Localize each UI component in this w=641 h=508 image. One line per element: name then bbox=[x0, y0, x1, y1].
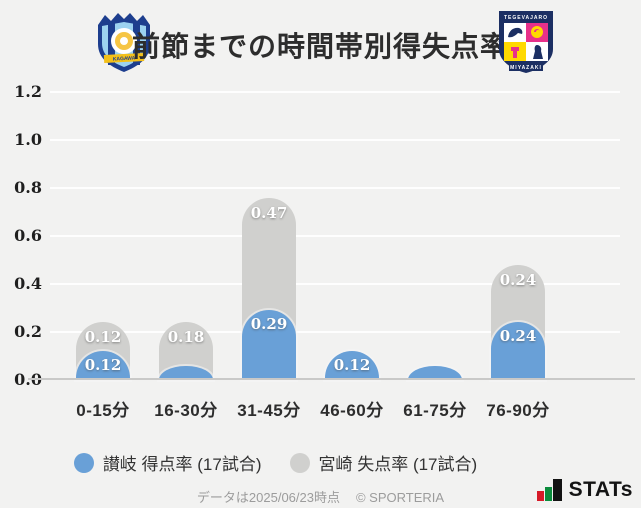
y-tick-1.2: 1.2 bbox=[14, 82, 42, 101]
x-label-1: 16-30分 bbox=[154, 401, 218, 420]
bar-sanuki-4 bbox=[408, 365, 462, 380]
x-label-2: 31-45分 bbox=[237, 401, 301, 420]
bar-label-miyazaki-0: 0.12 bbox=[84, 328, 122, 347]
gridline-1.0 bbox=[50, 139, 620, 141]
y-tick-0.6: 0.6 bbox=[14, 226, 42, 245]
plot-area: 0.12 0.12 0.18 0.47 0.29 0.12 0.24 0.24 bbox=[50, 91, 620, 380]
svg-text:MIYAZAKI: MIYAZAKI bbox=[510, 65, 542, 71]
bar-sanuki-1 bbox=[159, 365, 213, 380]
stats-bar-black-icon bbox=[552, 479, 562, 501]
svg-text:KAGAWA: KAGAWA bbox=[113, 55, 136, 62]
legend-item-sanuki: 讃岐 得点率 (17試合) bbox=[73, 450, 262, 475]
chart: 0.12 0.12 0.18 0.47 0.29 0.12 0.24 0.24 0.0 0.2 0… bbox=[0, 82, 641, 422]
x-label-5: 76-90分 bbox=[486, 401, 550, 420]
y-tick-0.8: 0.8 bbox=[14, 178, 42, 197]
x-label-4: 61-75分 bbox=[403, 401, 467, 420]
bar-sanuki-5 bbox=[491, 322, 545, 380]
gridline-0.8 bbox=[50, 187, 620, 189]
bar-label-sanuki-0: 0.12 bbox=[84, 356, 122, 375]
tegevajaro-miyazaki-crest: TEGEVAJARO MIYAZAKI bbox=[494, 7, 558, 80]
y-tick-0.0: 0.0 bbox=[0, 369, 42, 391]
tegevajaro-miyazaki-crest-icon: TEGEVAJARO MIYAZAKI bbox=[499, 11, 553, 73]
page-title: 前節までの時間帯別得失点率 bbox=[131, 31, 509, 62]
gridline-0.6 bbox=[50, 235, 620, 237]
gridline-1.2 bbox=[50, 91, 620, 93]
gridline-0.2 bbox=[50, 331, 620, 333]
legend: 讃岐 得点率 (17試合) 宮崎 失点率 (17試合) bbox=[0, 450, 551, 475]
stats-brand: STATs bbox=[536, 478, 633, 501]
data-date-note: データは2025/06/23時点 bbox=[196, 490, 340, 505]
y-tick-1.0: 1.0 bbox=[14, 130, 42, 149]
y-tick-0.4: 0.4 bbox=[14, 274, 42, 293]
legend-dot-miyazaki-icon bbox=[289, 452, 310, 473]
bar-label-sanuki-5: 0.24 bbox=[499, 327, 537, 346]
legend-item-miyazaki: 宮崎 失点率 (17試合) bbox=[289, 450, 478, 475]
bar-label-sanuki-2: 0.29 bbox=[250, 315, 288, 334]
data-note: データは2025/06/23時点 © SPORTERIA bbox=[0, 487, 641, 506]
svg-text:TEGEVAJARO: TEGEVAJARO bbox=[504, 15, 548, 21]
x-label-0: 0-15分 bbox=[76, 401, 130, 420]
legend-dot-sanuki-icon bbox=[73, 452, 94, 473]
kamatamare-sanuki-crest: KAGAWA bbox=[95, 10, 153, 78]
legend-label-sanuki: 讃岐 得点率 (17試合) bbox=[102, 455, 262, 474]
bar-label-miyazaki-1: 0.18 bbox=[167, 328, 205, 347]
stats-bars-icon bbox=[536, 479, 562, 501]
x-axis-line bbox=[28, 378, 635, 380]
kamatamare-sanuki-crest-icon: KAGAWA bbox=[98, 13, 150, 72]
legend-label-miyazaki: 宮崎 失点率 (17試合) bbox=[318, 455, 478, 474]
stats-wordmark: STATs bbox=[568, 478, 633, 501]
copyright: © SPORTERIA bbox=[355, 490, 445, 505]
y-tick-0.2: 0.2 bbox=[14, 322, 42, 341]
bar-sanuki-2 bbox=[242, 310, 296, 380]
bar-label-sanuki-3: 0.12 bbox=[333, 356, 371, 375]
stats-bar-red-icon bbox=[536, 491, 544, 501]
gridline-0.4 bbox=[50, 283, 620, 285]
bar-label-miyazaki-5: 0.24 bbox=[499, 270, 537, 289]
x-label-3: 46-60分 bbox=[320, 401, 384, 420]
bar-label-miyazaki-2: 0.47 bbox=[250, 203, 288, 222]
stats-bar-green-icon bbox=[544, 487, 552, 501]
